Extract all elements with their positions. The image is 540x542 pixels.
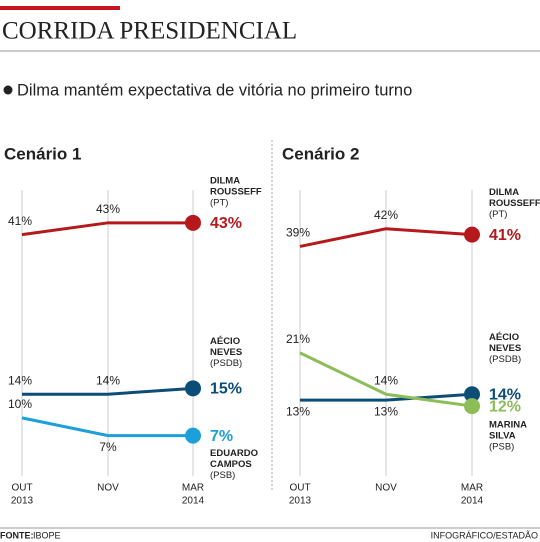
value-label: 13%	[286, 404, 310, 418]
credit: INFOGRÁFICO/ESTADÃO	[431, 530, 538, 540]
end-marker	[185, 427, 201, 444]
source-label: FONTE:	[0, 530, 34, 540]
series-name: NEVES	[210, 347, 242, 358]
end-marker	[464, 386, 480, 403]
series-name: EDUARDO	[210, 448, 258, 459]
x-tick-label: 2013	[11, 496, 34, 507]
end-marker	[185, 214, 201, 231]
end-marker	[185, 380, 201, 397]
series-name: CAMPOS	[210, 459, 252, 470]
x-tick-label: MAR	[461, 483, 483, 494]
x-tick-label: 2014	[182, 496, 205, 507]
subtitle: Dilma mantém expectativa de vitória no p…	[17, 81, 412, 99]
value-label: 42%	[374, 208, 398, 222]
value-label: 21%	[286, 332, 310, 346]
series-line	[300, 392, 473, 402]
end-value-label: 7%	[210, 428, 233, 445]
title: CORRIDA PRESIDENCIAL	[2, 18, 297, 45]
series-party: (PT)	[489, 209, 507, 220]
series-name: NEVES	[489, 343, 521, 354]
bullet	[3, 85, 13, 95]
header-bar	[0, 6, 120, 10]
series-name: ROUSSEFF	[489, 198, 540, 209]
value-label: 39%	[286, 226, 310, 240]
series-line	[21, 416, 193, 438]
x-tick-label: NOV	[97, 483, 119, 494]
value-label: 10%	[8, 397, 32, 411]
x-tick-label: 2013	[289, 496, 312, 507]
source: IBOPE	[33, 530, 61, 540]
x-tick-label: MAR	[182, 483, 204, 494]
series-name: ROUSSEFF	[210, 186, 262, 197]
series-name: SILVA	[489, 431, 516, 442]
series-party: (PT)	[210, 197, 228, 208]
value-label: 14%	[8, 373, 32, 387]
series-name: AÉCIO	[210, 336, 240, 347]
end-value-label: 12%	[489, 398, 521, 415]
x-tick-label: 2014	[461, 496, 484, 507]
x-tick-label: NOV	[375, 483, 397, 494]
series-party: (PSDB)	[210, 358, 242, 369]
end-value-label: 41%	[489, 227, 521, 244]
series-party: (PSDB)	[489, 354, 521, 365]
series-name: DILMA	[489, 187, 519, 198]
value-label: 13%	[374, 404, 398, 418]
series-name: DILMA	[210, 175, 240, 186]
end-value-label: 15%	[210, 381, 242, 398]
value-label: 43%	[96, 202, 120, 216]
value-label: 14%	[96, 373, 120, 387]
value-label: 41%	[8, 214, 32, 228]
series-line	[21, 221, 193, 237]
series-line	[22, 386, 194, 396]
end-value-label: 14%	[489, 386, 521, 403]
series-line	[299, 227, 473, 248]
end-marker	[464, 398, 480, 415]
x-tick-label: OUT	[289, 483, 310, 494]
series-party: (PSB)	[489, 442, 514, 453]
value-label: 7%	[99, 440, 117, 454]
series-line	[299, 351, 473, 408]
chart-title: Cenário 1	[4, 144, 81, 163]
end-marker	[464, 226, 480, 243]
series-name: MARINA	[489, 420, 527, 431]
end-value-label: 43%	[210, 215, 242, 232]
x-tick-label: OUT	[11, 483, 32, 494]
series-party: (PSB)	[210, 470, 235, 481]
series-name: AÉCIO	[489, 332, 519, 343]
value-label: 14%	[374, 373, 398, 387]
chart-title: Cenário 2	[282, 144, 359, 163]
